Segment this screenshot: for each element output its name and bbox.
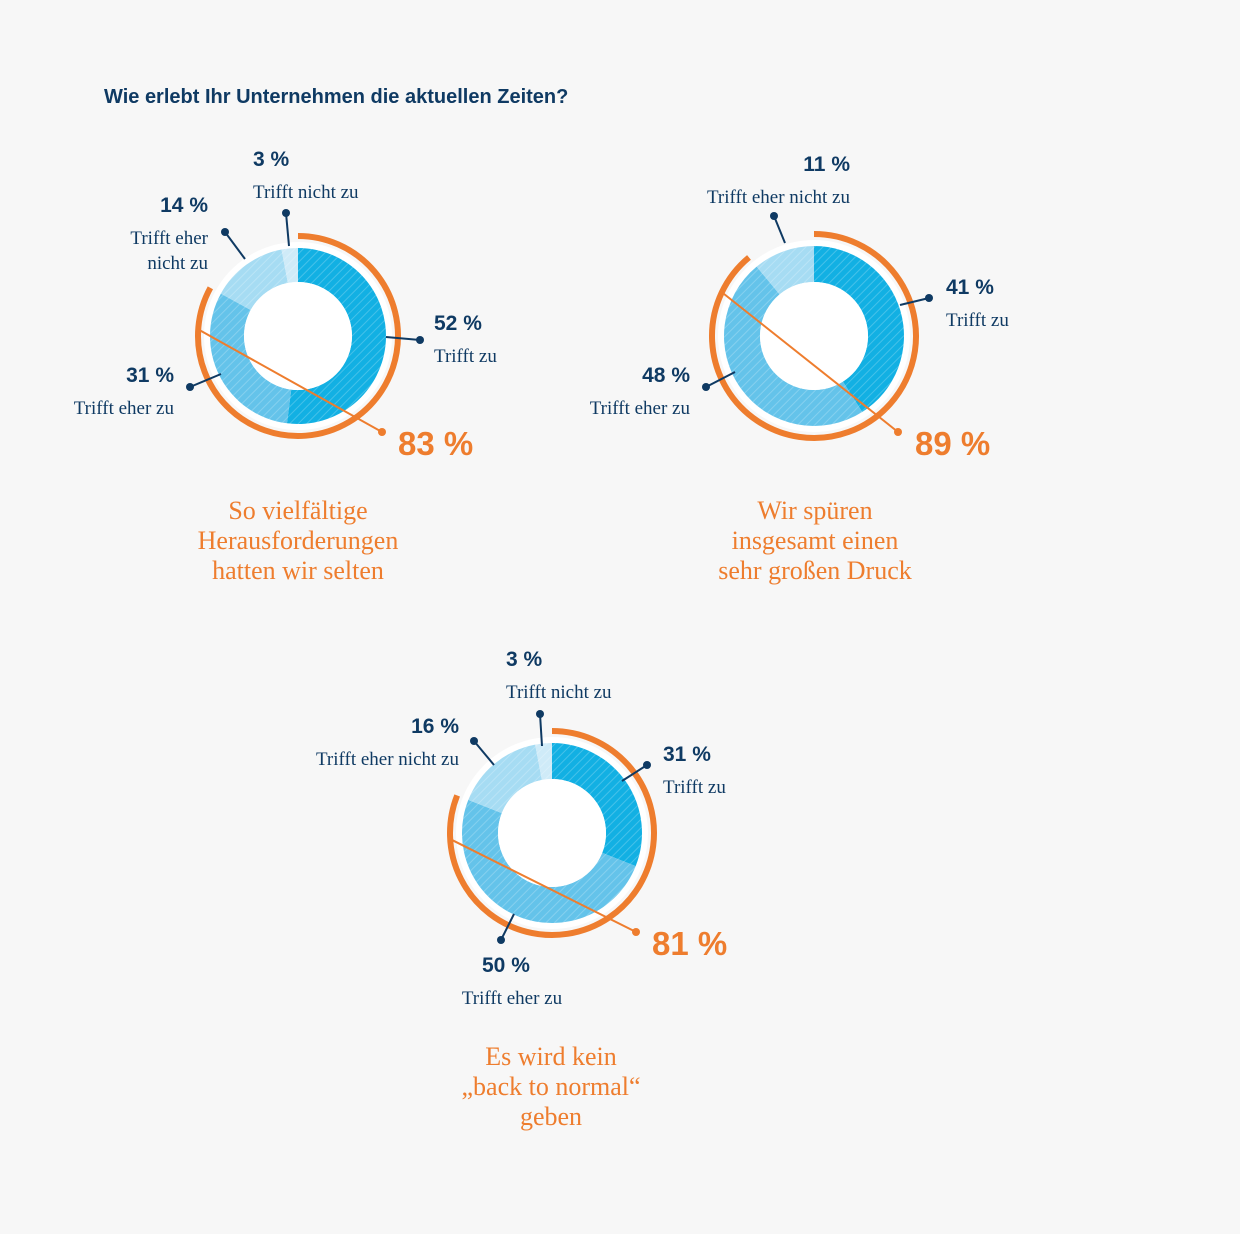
label-dot (925, 294, 933, 302)
donut-chart-1: 83 % 52 % Trifft zu 31 % Trifft eher zu 14 % T… (74, 148, 498, 462)
donut-slice-texture (286, 248, 387, 424)
caption-2: Wir spüren insgesamt einen sehr großen D… (635, 496, 995, 586)
donut-hole (760, 282, 868, 390)
donut-hole (244, 282, 352, 390)
slice-category-label: Trifft zu (434, 346, 497, 367)
label-connector (899, 297, 930, 306)
total-connector (197, 328, 383, 433)
label-connector (500, 913, 515, 941)
slice-value-label: 16 % (411, 715, 459, 738)
label-dot (770, 212, 778, 220)
label-dot (416, 336, 424, 344)
slice-value-label: 11 % (803, 153, 850, 176)
total-dot (894, 428, 902, 436)
label-connector (621, 764, 648, 782)
donut-slice-texture (552, 743, 642, 867)
caption-line: geben (519, 1102, 583, 1131)
caption-line: Wir spüren (757, 496, 873, 525)
slice-value-label: 31 % (663, 743, 711, 766)
total-connector (721, 291, 899, 433)
slice-value-label: 3 % (253, 148, 290, 171)
donut-hole (498, 779, 606, 887)
caption-line: Herausforderungen (197, 526, 399, 555)
agreement-arc (447, 728, 657, 938)
donut-slice-texture (535, 743, 552, 780)
label-dot (536, 710, 544, 718)
label-dot (470, 737, 478, 745)
caption-1: So vielfältige Herausforderungen hatten … (118, 496, 478, 586)
caption-line: „back to normal“ (461, 1072, 641, 1101)
donut-slice-texture (724, 266, 863, 426)
slice-value-label: 52 % (434, 312, 482, 335)
caption-line: hatten wir selten (212, 556, 384, 585)
label-dot (643, 761, 651, 769)
total-percentage: 89 % (915, 425, 990, 462)
label-connector (224, 231, 246, 260)
slice-category-label: Trifft zu (946, 310, 1009, 331)
label-dot (702, 383, 710, 391)
label-dot (282, 209, 290, 217)
caption-line: insgesamt einen (731, 526, 899, 555)
donut-slice-texture (210, 293, 292, 424)
donut-chart-2: 89 % 41 % Trifft zu 48 % Trifft eher zu 11 % T… (590, 153, 1010, 462)
agreement-arc (195, 233, 401, 439)
total-percentage: 81 % (652, 925, 727, 962)
total-dot (632, 928, 640, 936)
donut-slice-texture (281, 248, 298, 283)
agreement-arc (709, 231, 919, 441)
slice-value-label: 41 % (946, 276, 994, 299)
label-connector (385, 336, 421, 341)
caption-line: So vielfältige (228, 496, 368, 525)
caption-3: Es wird kein „back to normal“ geben (371, 1042, 731, 1132)
slice-value-label: 31 % (126, 364, 174, 387)
slice-category-label: Trifft nicht zu (253, 182, 359, 203)
slice-category-label: Trifft eher zu (74, 398, 175, 419)
label-connector (705, 371, 736, 388)
label-connector (539, 713, 543, 747)
slice-category-label: nicht zu (147, 253, 208, 274)
slice-category-label: Trifft eher nicht zu (316, 749, 460, 770)
label-connector (285, 212, 290, 247)
total-connector (449, 838, 637, 933)
slice-category-label: Trifft zu (663, 777, 726, 798)
donut-chart-3: 81 % 31 % Trifft zu 50 % Trifft eher zu 16 % T… (316, 648, 727, 1009)
slice-value-label: 3 % (506, 648, 543, 671)
slice-value-label: 14 % (160, 194, 208, 217)
label-connector (773, 215, 786, 244)
donut-slice-texture (468, 744, 542, 814)
label-dot (186, 383, 194, 391)
label-dot (221, 228, 229, 236)
label-connector (473, 740, 495, 766)
slice-category-label: Trifft eher nicht zu (707, 187, 851, 208)
slice-value-label: 48 % (642, 364, 690, 387)
slice-category-label: Trifft eher zu (462, 988, 563, 1009)
donut-slice-texture (814, 246, 905, 412)
total-dot (378, 428, 386, 436)
donut-slice-texture (461, 799, 636, 924)
caption-line: Es wird kein (485, 1042, 617, 1071)
slice-category-label: Trifft eher (130, 228, 208, 249)
donut-slice-texture (756, 246, 814, 295)
slice-category-label: Trifft eher zu (590, 398, 691, 419)
slice-value-label: 50 % (482, 954, 530, 977)
question-title: Wie erlebt Ihr Unternehmen die aktuellen… (104, 86, 569, 108)
donut-slice-texture (220, 249, 288, 310)
label-dot (497, 936, 505, 944)
total-percentage: 83 % (398, 425, 473, 462)
caption-line: sehr großen Druck (718, 556, 912, 585)
slice-category-label: Trifft nicht zu (506, 682, 612, 703)
label-connector (189, 373, 222, 388)
